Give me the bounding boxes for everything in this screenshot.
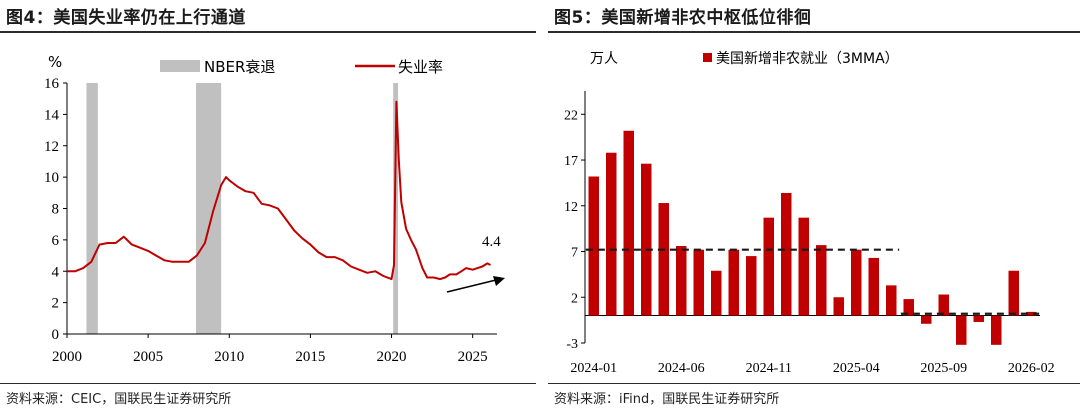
legend-label-nonfarm: 美国新增非农就业（3MMA） xyxy=(716,51,899,67)
bar xyxy=(641,163,652,316)
bar xyxy=(658,203,669,316)
y-tick-label: 4 xyxy=(52,264,60,280)
bar xyxy=(798,217,809,316)
bar xyxy=(833,297,844,316)
left-panel: 图4：美国失业率仍在上行通道 0 2 4 6 8 10 12 14 16 2000 2005 2010… xyxy=(0,0,536,415)
bar xyxy=(763,217,774,316)
bar xyxy=(991,315,1002,345)
legend-label-unemployment: 失业率 xyxy=(398,58,443,76)
x-tick-label: 2020 xyxy=(377,349,407,365)
y-tick-label: 7 xyxy=(571,246,578,261)
left-chart-title: 图4：美国失业率仍在上行通道 xyxy=(6,8,246,28)
y-tick-label: 16 xyxy=(44,76,60,92)
annotation-latest-value: 4.4 xyxy=(482,234,501,250)
bar xyxy=(956,315,967,345)
x-tick-label: 2000 xyxy=(52,349,82,365)
bar xyxy=(1026,311,1037,316)
y-tick-label: 0 xyxy=(52,327,60,343)
bar xyxy=(711,270,722,316)
bar xyxy=(921,315,932,324)
unemployment-line xyxy=(67,100,491,281)
x-tick-label: 2024-06 xyxy=(658,361,705,376)
x-tick-label: 2010 xyxy=(214,349,244,365)
y-axis-unit: % xyxy=(48,53,62,71)
annotation-arrow xyxy=(446,279,497,293)
nonfarm-chart: -3 2 7 12 17 22 2024-01 2024-06 2024-11 2025-04 20… xyxy=(564,51,1055,376)
y-tick-label: 12 xyxy=(44,139,59,155)
bar xyxy=(693,249,704,316)
x-tick-label: 2025 xyxy=(458,349,488,365)
x-tick-label: 2024-11 xyxy=(746,361,792,376)
bar xyxy=(938,294,949,316)
y-tick-label: 2 xyxy=(571,291,578,306)
bar xyxy=(816,245,827,316)
y-tick-label: 2 xyxy=(52,296,60,312)
y-tick-label: 6 xyxy=(52,233,60,249)
y-tick-label: 10 xyxy=(44,170,59,186)
right-source-note: 资料来源：iFind，国联民生证券研究所 xyxy=(554,392,780,407)
legend-swatch-nonfarm xyxy=(703,53,712,62)
y-tick-label: -3 xyxy=(566,337,578,352)
x-tick-label: 2024-01 xyxy=(570,361,617,376)
y-tick-label: 14 xyxy=(44,107,60,123)
right-bottom-rule xyxy=(548,383,1080,384)
legend-swatch-recession xyxy=(160,60,200,72)
bar xyxy=(868,257,879,316)
y-tick-label: 22 xyxy=(564,108,578,123)
right-title-rule xyxy=(548,31,1080,33)
bar xyxy=(1008,270,1019,316)
left-title-rule xyxy=(0,31,536,33)
bar xyxy=(781,192,792,316)
bar xyxy=(903,299,914,316)
y-tick-label: 17 xyxy=(564,154,578,169)
x-tick-label: 2015 xyxy=(295,349,325,365)
left-source-note: 资料来源：CEIC，国联民生证券研究所 xyxy=(6,392,232,407)
x-tick-label: 2005 xyxy=(133,349,163,365)
y-tick-label: 12 xyxy=(564,200,578,215)
y-axis-unit: 万人 xyxy=(590,51,618,67)
left-bottom-rule xyxy=(0,383,536,384)
bar xyxy=(728,249,739,316)
x-tick-label: 2025-04 xyxy=(833,361,880,376)
bar xyxy=(606,152,617,316)
right-panel: 图5：美国新增非农中枢低位徘徊 -3 2 7 12 17 22 2024-01 2024-06… xyxy=(548,0,1080,415)
y-tick-label: 8 xyxy=(52,202,60,218)
bar xyxy=(588,176,599,316)
bar xyxy=(623,130,634,316)
x-tick-label: 2025-09 xyxy=(920,361,967,376)
annotation-arrowhead xyxy=(493,276,505,286)
legend-label-recession: NBER衰退 xyxy=(204,58,275,76)
right-chart-title: 图5：美国新增非农中枢低位徘徊 xyxy=(554,8,812,28)
unemployment-chart: 0 2 4 6 8 10 12 14 16 2000 2005 2010 2015 2020 2025% NB… xyxy=(44,53,505,365)
bar xyxy=(886,285,897,316)
bar xyxy=(851,249,862,316)
x-tick-label: 2026-02 xyxy=(1008,361,1055,376)
bar xyxy=(746,256,757,316)
bar xyxy=(676,246,687,316)
recession-band xyxy=(86,83,98,334)
recession-band xyxy=(196,83,222,334)
bar xyxy=(973,315,984,322)
